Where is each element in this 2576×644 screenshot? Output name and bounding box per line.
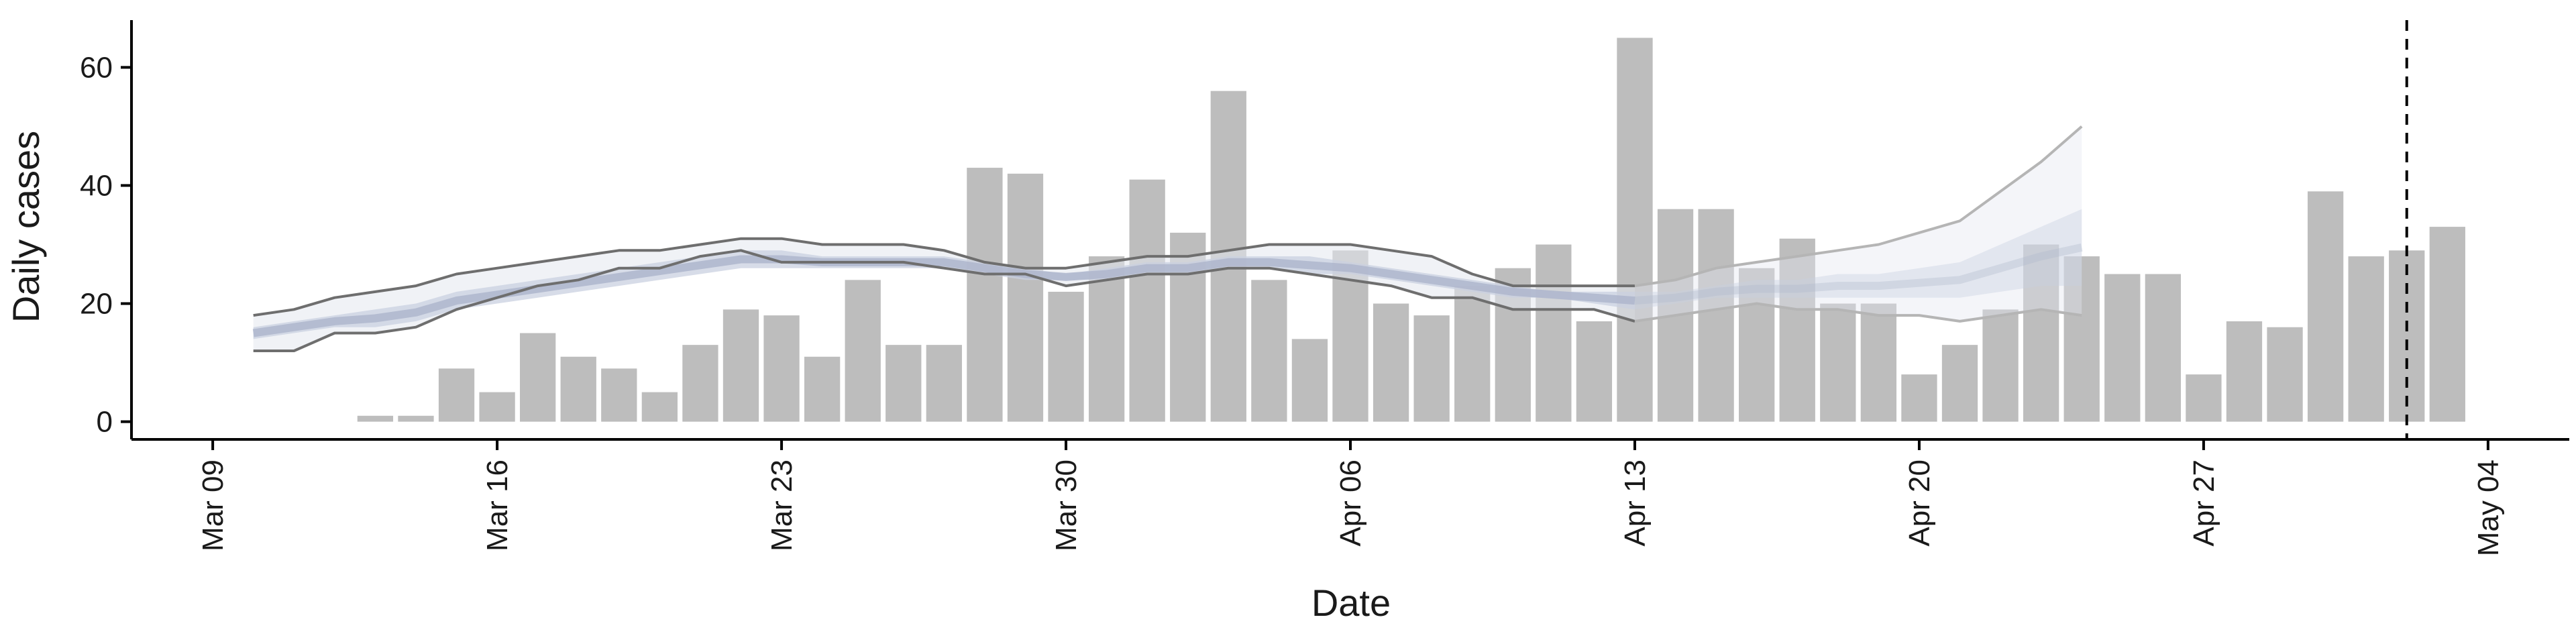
bar [1779, 238, 1815, 422]
bar [2104, 274, 2141, 422]
bar [1048, 291, 1084, 422]
mid-interval-band [253, 250, 1635, 339]
bar [1291, 339, 1328, 422]
bar [1454, 286, 1491, 422]
bar [722, 309, 759, 422]
bar [2226, 321, 2263, 422]
bar [641, 392, 678, 422]
bar [1739, 268, 1775, 422]
y-tick-label: 20 [80, 288, 113, 321]
median-line [252, 255, 1635, 337]
bar [2145, 274, 2181, 422]
y-axis-title: Daily cases [5, 131, 47, 323]
bar [1698, 209, 1734, 422]
bar [1860, 303, 1897, 422]
bar [2348, 256, 2384, 422]
bar [682, 345, 718, 422]
bar [1536, 244, 1572, 422]
x-tick-label: Apr 06 [1334, 460, 1367, 547]
bar [2389, 250, 2425, 422]
x-tick-label: May 04 [2472, 460, 2505, 556]
bar [967, 168, 1003, 422]
mid-interval-band-nowcast [1635, 209, 2082, 310]
bar [2429, 227, 2465, 422]
x-tick-label: Mar 30 [1050, 460, 1083, 551]
bar [926, 345, 962, 422]
bar [1901, 374, 1937, 422]
bar [804, 356, 841, 422]
lower-bound-line [253, 249, 1635, 352]
upper-bound-line-nowcast [1634, 125, 2083, 288]
bar [845, 280, 881, 422]
outer-interval-band-nowcast [1635, 126, 2082, 321]
bar [1820, 303, 1856, 422]
y-tick-label: 40 [80, 169, 113, 202]
bar [885, 345, 922, 422]
bar [438, 368, 475, 422]
bar [560, 356, 596, 422]
bar [1088, 256, 1125, 422]
bar [1941, 345, 1978, 422]
bar [357, 415, 394, 422]
x-tick-label: Mar 16 [481, 460, 514, 551]
upper-bound-line [253, 237, 1635, 317]
bar [1617, 38, 1653, 422]
x-tick-label: Mar 23 [765, 460, 798, 551]
bars-layer [357, 38, 2465, 422]
bar [2267, 327, 2303, 422]
bar [1129, 179, 1165, 422]
bar [1576, 321, 1613, 422]
bar [601, 368, 637, 422]
bar [1373, 303, 1409, 422]
x-tick-label: Mar 09 [197, 460, 229, 551]
x-tick-label: Apr 27 [2188, 460, 2220, 547]
y-tick-label: 60 [80, 51, 113, 84]
bar [2186, 374, 2222, 422]
x-tick-label: Apr 13 [1619, 460, 1652, 547]
bar [398, 415, 434, 422]
lower-bound-line-nowcast [1634, 302, 2082, 323]
bar [1982, 309, 2019, 422]
bar [2023, 244, 2059, 422]
bar [1007, 173, 1044, 422]
bar [1413, 315, 1450, 422]
bar [763, 315, 800, 422]
bar [520, 333, 556, 422]
axes-layer: 0 20 40 60 Mar 09 Mar 16 Mar 23 Mar 30 Apr 06 Apr… [80, 20, 2569, 556]
estimate-lines-layer [252, 125, 2083, 352]
x-axis-title: Date [1311, 582, 1391, 624]
median-line-nowcast [1634, 244, 2083, 305]
x-tick-label: Apr 20 [1903, 460, 1936, 547]
bar [2063, 256, 2100, 422]
bar [1251, 280, 1287, 422]
y-tick-label: 0 [97, 406, 113, 439]
bar [2307, 191, 2344, 422]
bar [479, 392, 515, 422]
